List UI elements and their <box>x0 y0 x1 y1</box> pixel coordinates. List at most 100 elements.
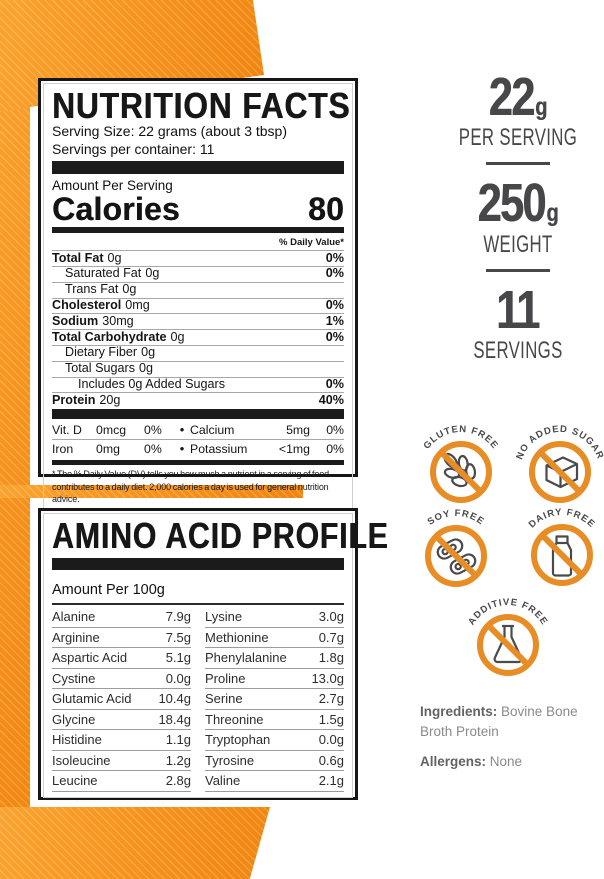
nutrient-amount: 30mg <box>102 313 134 328</box>
nutrient-row: Dietary Fiber 0g <box>52 344 344 361</box>
stat-number-line: 11 <box>446 279 590 340</box>
nutrient-row: Protein 20g 40% <box>52 392 344 408</box>
nutrient-amount: 0g <box>145 266 160 281</box>
badge-label: ADDITIVE FREE <box>466 597 549 627</box>
nutrition-facts-title: NUTRITION FACTS <box>52 85 351 126</box>
nutrient-dv: 0% <box>325 250 344 265</box>
amino-value: 2.7g <box>318 691 344 707</box>
amino-name: Lysine <box>205 609 243 625</box>
amino-row: Valine 2.1g <box>205 771 344 792</box>
prohibition-slash <box>540 533 584 577</box>
daily-value-header: % Daily Value* <box>279 237 344 249</box>
amino-row: Histidine 1.1g <box>52 730 191 751</box>
nutrient-name: Cholesterol <box>52 298 122 313</box>
nutrient-name: Total Sugars <box>65 361 136 376</box>
amino-name: Histidine <box>52 732 102 748</box>
badge-label: GLUTEN FREE <box>422 424 500 452</box>
amino-name: Glycine <box>52 711 96 727</box>
amino-value: 0.0g <box>318 732 344 748</box>
amino-row: Methionine 0.7g <box>205 628 344 649</box>
nutrient-name: Saturated Fat <box>65 266 142 281</box>
nutrition-facts-inner: NUTRITION FACTS Serving Size: 22 grams (… <box>43 83 353 512</box>
prohibition-ring <box>529 441 591 503</box>
amino-value: 7.5g <box>165 629 191 645</box>
amount-per-serving-label: Amount Per Serving <box>52 178 173 194</box>
divider-bar <box>52 558 344 571</box>
milk-bottle-icon <box>551 535 573 577</box>
amino-name: Serine <box>205 691 243 707</box>
amino-value: 13.0g <box>311 670 344 686</box>
micro-amount: <1mg <box>278 442 310 457</box>
micro-amount: 0mcg <box>96 423 127 438</box>
daily-value-footnote: * The % Daily Value (DV) tells you how m… <box>52 469 329 505</box>
nutrient-amount: 0g <box>141 345 156 360</box>
stat-label: SERVINGS <box>473 337 563 365</box>
amino-value: 10.4g <box>158 691 191 707</box>
divider-bar <box>52 227 344 234</box>
nutrient-row: Total Sugars 0g <box>52 360 344 377</box>
amino-row: Alanine 7.9g <box>52 607 191 628</box>
nutrient-amount: 20g <box>99 392 121 407</box>
amino-name: Arginine <box>52 629 100 645</box>
micro-amount: 0mg <box>96 442 120 457</box>
nutrient-name: Total Fat <box>52 250 104 265</box>
stat-value: 11 <box>495 279 540 340</box>
amino-row: Phenylalanine 1.8g <box>205 648 344 669</box>
amino-name: Proline <box>205 670 246 686</box>
micronutrient-row: Vit. D 0mcg 0% • Calcium 5mg 0% <box>52 421 344 441</box>
nutrient-dv: 0% <box>325 266 344 281</box>
badge-dairy-free: DAIRY FREE <box>527 507 596 586</box>
servings-per-container-line: Servings per container: 11 <box>52 140 215 157</box>
amino-name: Valine <box>205 773 241 789</box>
prohibition-slash <box>486 623 530 667</box>
amino-value: 3.0g <box>318 609 344 625</box>
stat-weight: 250 g WEIGHT <box>428 176 604 257</box>
micro-amount: 5mg <box>286 423 310 438</box>
micro-dv: 0% <box>326 442 344 457</box>
amino-row: Threonine 1.5g <box>205 710 344 731</box>
amino-name: Isoleucine <box>52 752 111 768</box>
thin-rule <box>52 603 344 606</box>
amino-acid-title: AMINO ACID PROFILE <box>52 515 389 556</box>
nutrient-row: Cholesterol 0mg 0% <box>52 297 344 314</box>
stat-servings: 11 SERVINGS <box>428 279 604 365</box>
nutrient-dv: 0% <box>325 377 344 392</box>
badge-soy-free: SOY FREE <box>425 508 487 587</box>
micro-name: Potassium <box>190 442 248 457</box>
bullet-separator: • <box>179 423 185 438</box>
prohibition-ring <box>430 441 492 503</box>
amino-column-right: Lysine 3.0g Methionine 0.7g Phenylalanine 1… <box>205 607 344 792</box>
amino-column-left: Alanine 7.9g Arginine 7.5g Aspartic Acid 5.… <box>52 607 191 792</box>
amino-name: Methionine <box>205 629 269 645</box>
amino-row: Lysine 3.0g <box>205 607 344 628</box>
prohibition-ring <box>477 614 539 676</box>
nutrient-row: Sodium 30mg 1% <box>52 313 344 329</box>
amino-row: Isoleucine 1.2g <box>52 751 191 772</box>
amino-row: Tyrosine 0.6g <box>205 751 344 772</box>
stat-per-serving: 22 g PER SERVING <box>428 70 604 151</box>
amino-name: Glutamic Acid <box>52 691 132 707</box>
orange-accent-bottom <box>0 807 270 879</box>
nutrient-name: Sodium <box>52 313 99 328</box>
micro-name: Iron <box>52 442 74 457</box>
stat-unit: g <box>535 93 548 121</box>
stats-column: 22 g PER SERVING 250 g WEIGHT 11 SERVING… <box>428 70 604 365</box>
nutrient-name: Dietary Fiber <box>65 345 138 360</box>
micro-dv: 0% <box>144 442 162 457</box>
amino-row: Arginine 7.5g <box>52 628 191 649</box>
amino-value: 0.7g <box>318 629 344 645</box>
nutrition-facts-panel: NUTRITION FACTS Serving Size: 22 grams (… <box>38 78 358 512</box>
amino-row: Cystine 0.0g <box>52 669 191 690</box>
amino-value: 1.2g <box>165 752 191 768</box>
prohibition-slash <box>434 534 478 578</box>
nutrient-row: Total Fat 0g 0% <box>52 250 344 266</box>
info-block: Ingredients: Bovine Bone Broth Protein A… <box>420 702 600 781</box>
micro-name: Calcium <box>190 423 235 438</box>
ingredients-value: Bovine Bone Broth Protein <box>420 704 578 740</box>
nutrient-dv: 40% <box>318 392 344 407</box>
stat-divider <box>486 162 550 166</box>
nutrient-amount: 0g <box>122 282 137 297</box>
calories-value: 80 <box>308 191 344 228</box>
svg-text:GLUTEN FREE: GLUTEN FREE <box>422 424 501 452</box>
